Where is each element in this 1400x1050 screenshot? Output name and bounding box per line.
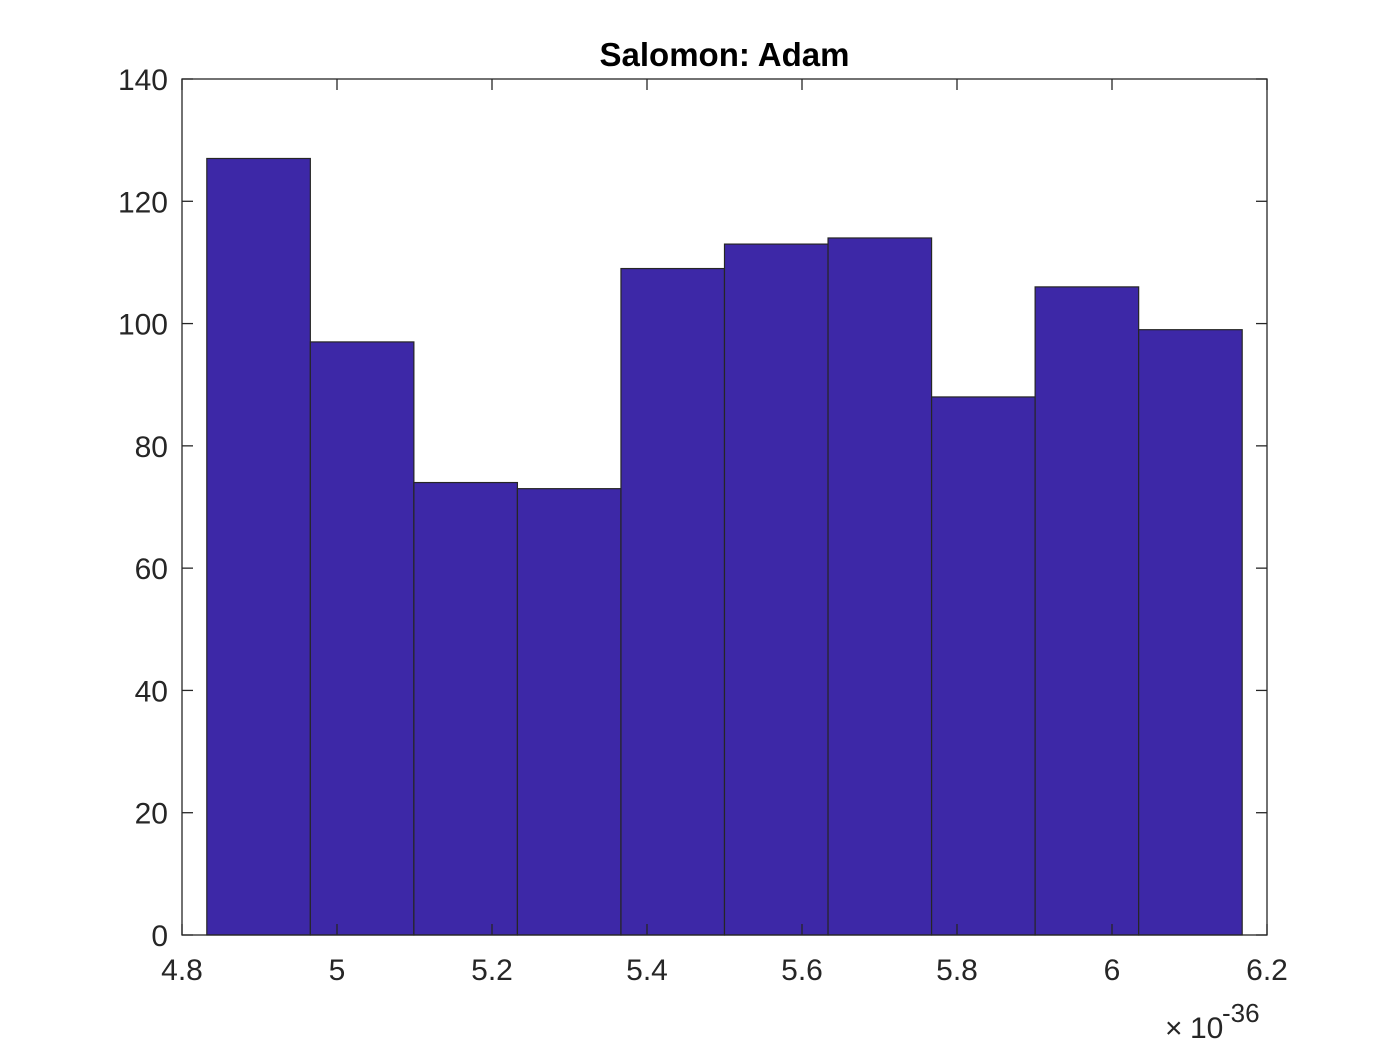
y-tick-label: 40 [135, 675, 168, 708]
x-axis-multiplier: × 10 -36 [1165, 998, 1260, 1045]
histogram-bar [827, 237, 933, 936]
axes-group [181, 78, 1268, 936]
axes-box [181, 78, 1268, 936]
x-tick-label: 5.2 [471, 954, 513, 987]
histogram-bar [1138, 329, 1243, 936]
x-tick-label: 6 [1104, 954, 1121, 987]
histogram-bar [413, 481, 519, 936]
x-tick-label: 5.4 [626, 954, 668, 987]
x-tick-label: 6.2 [1246, 954, 1288, 987]
y-tick-label: 140 [118, 64, 168, 97]
y-tick-label: 80 [135, 431, 168, 464]
x-tick-label: 4.8 [161, 954, 203, 987]
chart-title: Salomon: Adam [600, 36, 850, 73]
histogram-bar [516, 488, 622, 936]
histogram-bar [723, 243, 829, 936]
x-tick-label: 5 [329, 954, 346, 987]
y-tick-label: 60 [135, 553, 168, 586]
bars-group [206, 157, 1243, 936]
histogram-bar [620, 267, 726, 936]
y-ticks: 0 20 40 60 80 100 120 140 [118, 64, 1267, 953]
y-tick-label: 100 [118, 309, 168, 342]
multiplier-exponent: -36 [1222, 998, 1260, 1028]
histogram-bar [309, 341, 415, 936]
histogram-bar [206, 157, 311, 936]
y-tick-label: 120 [118, 186, 168, 219]
x-ticks: 4.8 5 5.2 5.4 5.6 5.8 6 6.2 [161, 79, 1288, 987]
y-tick-label: 20 [135, 798, 168, 831]
multiplier-base: 10 [1190, 1012, 1223, 1045]
histogram-bar [930, 396, 1036, 936]
x-tick-label: 5.6 [781, 954, 823, 987]
histogram-bar [1034, 286, 1140, 936]
x-tick-label: 5.8 [936, 954, 978, 987]
y-tick-label: 0 [151, 920, 168, 953]
multiplier-times: × [1165, 1012, 1183, 1045]
